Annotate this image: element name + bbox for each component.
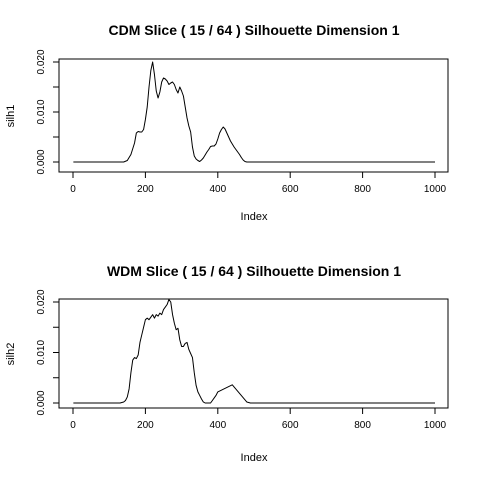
x-tick-label: 200 <box>137 420 154 431</box>
x-axis: 0 200 400 600 800 1000 <box>70 171 447 195</box>
x-tick-label: 400 <box>209 184 226 195</box>
x-tick-label: 0 <box>70 420 76 431</box>
y-axis-label: silh1 <box>5 105 17 128</box>
y-axis: 0.000 0.010 0.020 <box>36 289 60 416</box>
x-tick-label: 1000 <box>424 420 447 431</box>
chart-cdm: CDM Slice ( 15 / 64 ) Silhouette Dimensi… <box>5 22 449 223</box>
x-tick-label: 600 <box>282 184 299 195</box>
series-line <box>73 61 435 163</box>
y-tick-label: 0.010 <box>36 340 47 365</box>
x-tick-label: 600 <box>282 420 299 431</box>
x-tick-label: 200 <box>137 184 154 195</box>
y-tick-label: 0.010 <box>36 99 47 124</box>
x-tick-label: 0 <box>70 184 76 195</box>
chart-wdm: WDM Slice ( 15 / 64 ) Silhouette Dimensi… <box>5 263 449 464</box>
plot-frame <box>58 58 449 173</box>
y-tick-label: 0.000 <box>36 390 47 415</box>
x-tick-label: 1000 <box>424 184 447 195</box>
y-axis: 0.000 0.010 0.020 <box>36 49 60 175</box>
y-axis-label: silh2 <box>5 343 17 366</box>
series-line <box>73 298 435 404</box>
x-axis: 0 200 400 600 800 1000 <box>70 407 447 431</box>
y-tick-label: 0.000 <box>36 149 47 174</box>
chart-title: WDM Slice ( 15 / 64 ) Silhouette Dimensi… <box>107 263 401 279</box>
y-tick-label: 0.020 <box>36 289 47 314</box>
y-tick-label: 0.020 <box>36 49 47 74</box>
plot-frame <box>58 298 449 409</box>
x-tick-label: 800 <box>354 420 371 431</box>
chart-title: CDM Slice ( 15 / 64 ) Silhouette Dimensi… <box>109 22 400 38</box>
x-axis-label: Index <box>241 211 268 223</box>
x-tick-label: 400 <box>209 420 226 431</box>
x-axis-label: Index <box>241 452 268 464</box>
x-tick-label: 800 <box>354 184 371 195</box>
